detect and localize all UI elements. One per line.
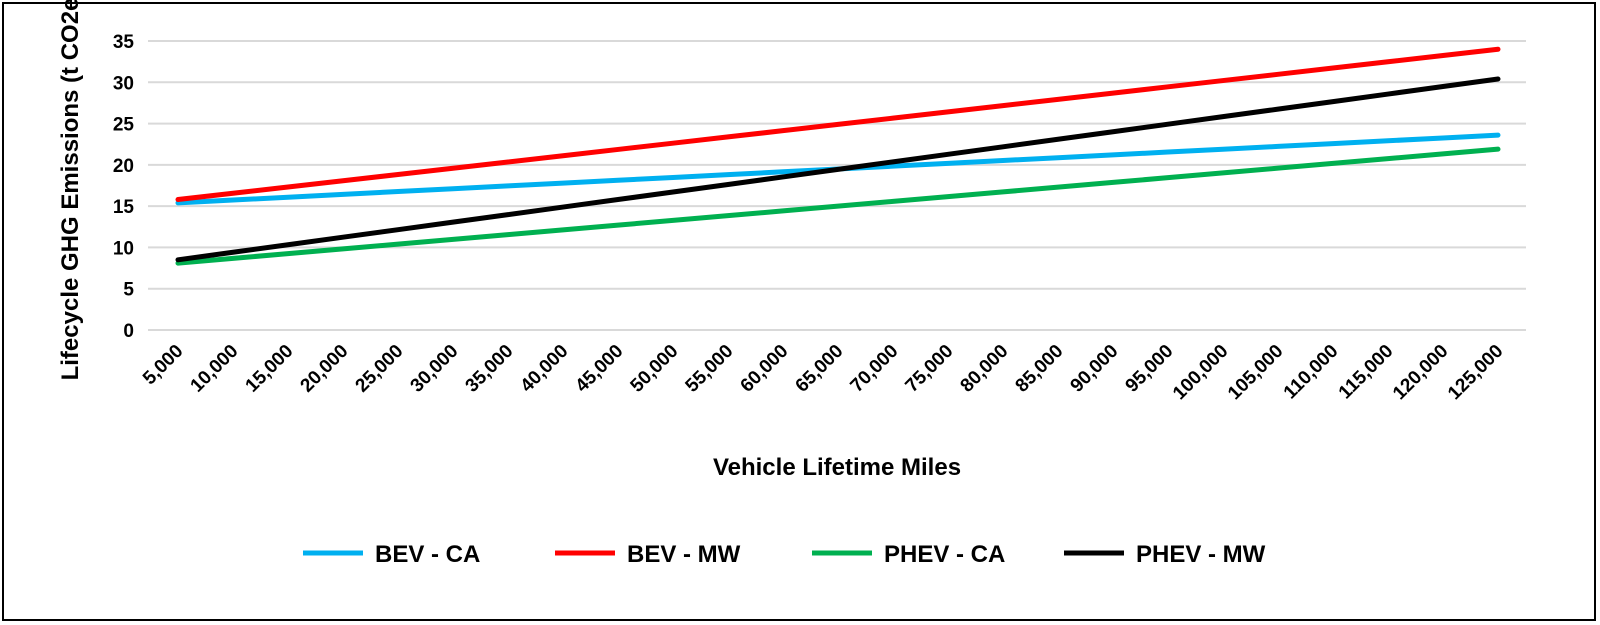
x-tick-label: 25,000 [352,341,408,397]
series-line-phev-mw [175,76,1501,263]
x-tick-label: 50,000 [627,341,683,397]
x-tick-label: 125,000 [1444,341,1507,404]
legend-label: BEV - CA [375,541,480,568]
x-axis-label: Vehicle Lifetime Miles [713,454,961,481]
y-tick-label: 15 [113,197,135,218]
x-tick-label: 105,000 [1224,341,1287,404]
x-tick-label: 20,000 [297,341,353,397]
y-tick-label: 10 [113,238,134,259]
x-tick-label: 15,000 [242,341,298,397]
legend-label: BEV - MW [627,541,741,568]
x-tick-label: 120,000 [1389,341,1452,404]
x-tick-label: 90,000 [1067,341,1123,397]
legend-item: BEV - CA [303,541,480,568]
x-tick-label: 40,000 [517,341,573,397]
x-tick-label: 55,000 [682,341,738,397]
x-tick-label: 115,000 [1335,341,1398,404]
x-tick-label: 65,000 [792,341,848,397]
x-tick-label: 45,000 [572,341,628,397]
x-tick-label: 10,000 [187,341,243,397]
legend-label: PHEV - CA [884,541,1005,568]
x-tick-label: 30,000 [407,341,463,397]
legend-item: PHEV - CA [812,541,1005,568]
y-axis-label: Lifecycle GHG Emissions (t CO2e) [57,0,84,380]
x-tick-label: 75,000 [902,341,958,397]
x-tick-label: 110,000 [1280,341,1343,404]
x-tick-label: 85,000 [1012,341,1068,397]
legend-label: PHEV - MW [1136,541,1266,568]
x-tick-label: 100,000 [1169,341,1232,404]
y-tick-label: 30 [113,73,134,94]
y-tick-label: 0 [123,321,134,342]
x-tick-label: 60,000 [737,341,793,397]
x-tick-label: 5,000 [139,341,187,389]
y-tick-label: 35 [113,32,135,53]
series-line-phev-ca [175,146,1501,266]
x-tick-label: 80,000 [957,341,1013,397]
y-tick-label: 20 [113,156,134,177]
legend-item: BEV - MW [555,541,741,568]
legend-item: PHEV - MW [1064,541,1266,568]
y-tick-label: 25 [113,115,135,136]
x-tick-label: 70,000 [847,341,903,397]
series-line-bev-mw [175,46,1501,203]
y-tick-label: 5 [123,280,134,301]
x-tick-label: 35,000 [462,341,518,397]
